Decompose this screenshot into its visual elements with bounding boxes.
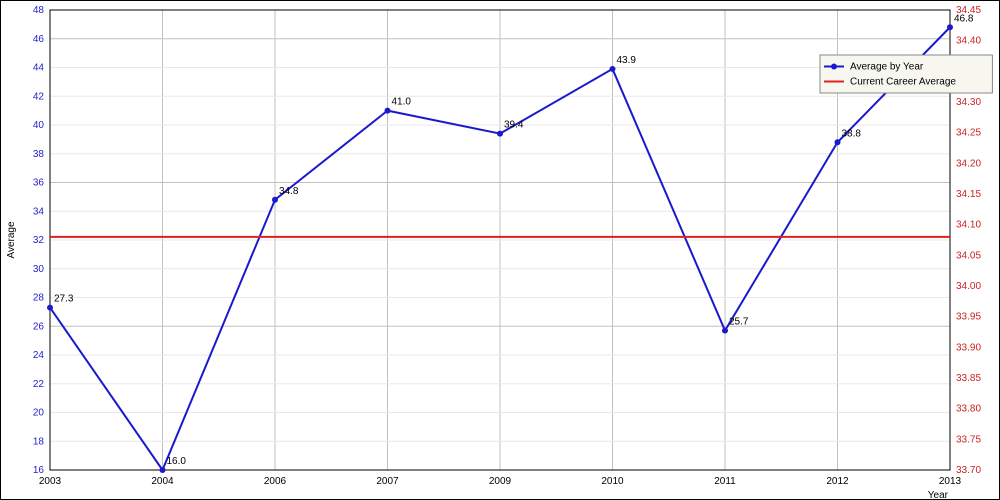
y-right-tick: 33.95 bbox=[956, 312, 981, 323]
chart-svg: 16 18 20 22 24 26 28 30 32 34 36 38 40 42 44 46 48 33.70 3… bbox=[0, 0, 1000, 500]
y-right-tick: 33.70 bbox=[956, 465, 981, 476]
legend-label: Current Career Average bbox=[850, 77, 956, 88]
point-label: 27.3 bbox=[54, 294, 74, 305]
y-right-tick: 34.30 bbox=[956, 97, 981, 108]
y-right-tick: 33.85 bbox=[956, 373, 981, 384]
series-marker bbox=[385, 108, 391, 114]
x-axis-label: Year bbox=[928, 490, 949, 500]
y-left-tick: 48 bbox=[33, 5, 45, 16]
y-right-tick: 34.05 bbox=[956, 250, 981, 261]
y-right-tick: 33.75 bbox=[956, 434, 981, 445]
series-marker bbox=[497, 131, 503, 137]
y-left-tick: 18 bbox=[33, 436, 45, 447]
x-tick: 2007 bbox=[376, 476, 399, 487]
y-left-tick: 28 bbox=[33, 293, 45, 304]
y-left-tick: 40 bbox=[33, 120, 45, 131]
point-label: 39.4 bbox=[504, 120, 524, 131]
y-left-tick: 34 bbox=[33, 206, 45, 217]
y-right-tick: 33.90 bbox=[956, 342, 981, 353]
y-left-tick: 26 bbox=[33, 321, 45, 332]
y-left-tick: 22 bbox=[33, 379, 45, 390]
y-right-tick: 34.25 bbox=[956, 128, 981, 139]
y-right-tick: 34.00 bbox=[956, 281, 981, 292]
point-label: 38.8 bbox=[842, 128, 862, 139]
y-left-tick: 46 bbox=[33, 34, 45, 45]
x-tick: 2009 bbox=[489, 476, 512, 487]
y-left-tick: 30 bbox=[33, 264, 45, 275]
x-tick: 2004 bbox=[151, 476, 174, 487]
y-right-tick: 34.20 bbox=[956, 158, 981, 169]
point-label: 25.7 bbox=[729, 317, 749, 328]
x-tick: 2013 bbox=[939, 476, 962, 487]
y-right-tick: 34.15 bbox=[956, 189, 981, 200]
x-tick: 2010 bbox=[601, 476, 624, 487]
series-marker bbox=[835, 139, 841, 145]
y-left-tick: 38 bbox=[33, 149, 45, 160]
series-marker bbox=[947, 24, 953, 30]
legend-label: Average by Year bbox=[850, 62, 924, 73]
line-chart: 16 18 20 22 24 26 28 30 32 34 36 38 40 42 44 46 48 33.70 3… bbox=[0, 0, 1000, 500]
y-left-tick: 44 bbox=[33, 63, 45, 74]
y-left-tick: 32 bbox=[33, 235, 45, 246]
point-label: 41.0 bbox=[392, 97, 412, 108]
y-left-tick: 20 bbox=[33, 408, 45, 419]
x-tick: 2006 bbox=[264, 476, 287, 487]
y-right-tick: 34.40 bbox=[956, 36, 981, 47]
x-tick: 2012 bbox=[826, 476, 849, 487]
point-label: 43.9 bbox=[617, 55, 637, 66]
series-marker bbox=[272, 197, 278, 203]
y-left-tick: 36 bbox=[33, 178, 45, 189]
series-marker bbox=[610, 66, 616, 72]
y-left-tick: 16 bbox=[33, 465, 45, 476]
y-right-tick: 33.80 bbox=[956, 404, 981, 415]
y-left-tick: 42 bbox=[33, 91, 45, 102]
y-axis-label: Average bbox=[6, 221, 17, 259]
point-label: 46.8 bbox=[954, 13, 974, 24]
y-right-tick: 34.10 bbox=[956, 220, 981, 231]
x-tick: 2003 bbox=[39, 476, 62, 487]
x-tick: 2011 bbox=[714, 476, 736, 487]
point-label: 16.0 bbox=[167, 456, 187, 467]
series-marker bbox=[160, 467, 166, 473]
series-marker bbox=[722, 328, 728, 334]
y-left-tick: 24 bbox=[33, 350, 45, 361]
point-label: 34.8 bbox=[279, 186, 299, 197]
series-marker bbox=[47, 305, 53, 311]
